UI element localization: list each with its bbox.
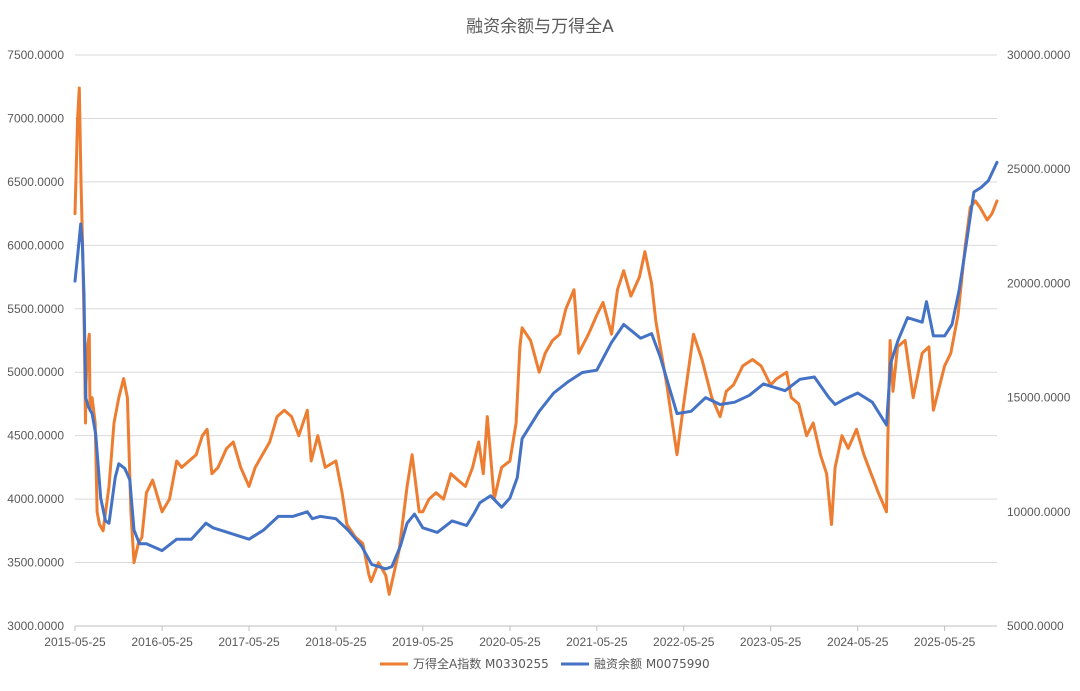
left-axis-tick-label: 6500.0000 bbox=[7, 175, 64, 189]
x-axis-tick-label: 2020-05-25 bbox=[479, 635, 541, 649]
left-axis-tick-label: 7000.0000 bbox=[7, 111, 64, 125]
right-axis-tick-label: 5000.0000 bbox=[1007, 619, 1064, 633]
left-axis-tick-label: 5000.0000 bbox=[7, 365, 64, 379]
legend-label-margin-balance: 融资余额 M0075990 bbox=[594, 656, 710, 671]
x-axis-tick-label: 2015-05-25 bbox=[44, 635, 106, 649]
left-axis-tick-label: 7500.0000 bbox=[7, 48, 64, 62]
left-axis: 3000.0000 3500.0000 4000.0000 4500.0000 5000… bbox=[7, 48, 64, 633]
series-layer bbox=[73, 86, 999, 596]
x-axis-tick-label: 2023-05-25 bbox=[740, 635, 802, 649]
series-line-wind-a-index bbox=[73, 86, 999, 596]
left-axis-tick-label: 4000.0000 bbox=[7, 492, 64, 506]
x-axis-tick-label: 2022-05-25 bbox=[653, 635, 715, 649]
legend: 万得全A指数 M0330255 融资余额 M0075990 bbox=[380, 656, 710, 671]
x-axis-tick-label: 2019-05-25 bbox=[392, 635, 454, 649]
x-axis: 2015-05-25 2016-05-25 2017-05-25 2018-05-25… bbox=[44, 625, 997, 649]
x-axis-tick-label: 2016-05-25 bbox=[131, 635, 193, 649]
x-axis-tick-label: 2024-05-25 bbox=[827, 635, 889, 649]
left-axis-tick-label: 3000.0000 bbox=[7, 619, 64, 633]
x-axis-tick-label: 2017-05-25 bbox=[218, 635, 280, 649]
x-axis-tick-label: 2025-05-25 bbox=[914, 635, 976, 649]
right-axis-tick-label: 30000.0000 bbox=[1007, 48, 1071, 62]
x-axis-tick-label: 2018-05-25 bbox=[305, 635, 367, 649]
gridlines bbox=[75, 54, 997, 627]
series-line-margin-balance bbox=[73, 160, 999, 571]
right-axis-tick-label: 10000.0000 bbox=[1007, 505, 1071, 519]
legend-label-wind-a-index: 万得全A指数 M0330255 bbox=[413, 656, 549, 671]
left-axis-tick-label: 3500.0000 bbox=[7, 556, 64, 570]
right-axis: 5000.0000 10000.0000 15000.0000 20000.0000 2… bbox=[1007, 48, 1071, 633]
right-axis-tick-label: 25000.0000 bbox=[1007, 162, 1071, 176]
chart-title: 融资余额与万得全A bbox=[466, 17, 614, 37]
left-axis-tick-label: 6000.0000 bbox=[7, 238, 64, 252]
left-axis-tick-label: 4500.0000 bbox=[7, 429, 64, 443]
left-axis-tick-label: 5500.0000 bbox=[7, 302, 64, 316]
right-axis-tick-label: 20000.0000 bbox=[1007, 276, 1071, 290]
right-axis-tick-label: 15000.0000 bbox=[1007, 391, 1071, 405]
x-axis-tick-label: 2021-05-25 bbox=[566, 635, 628, 649]
